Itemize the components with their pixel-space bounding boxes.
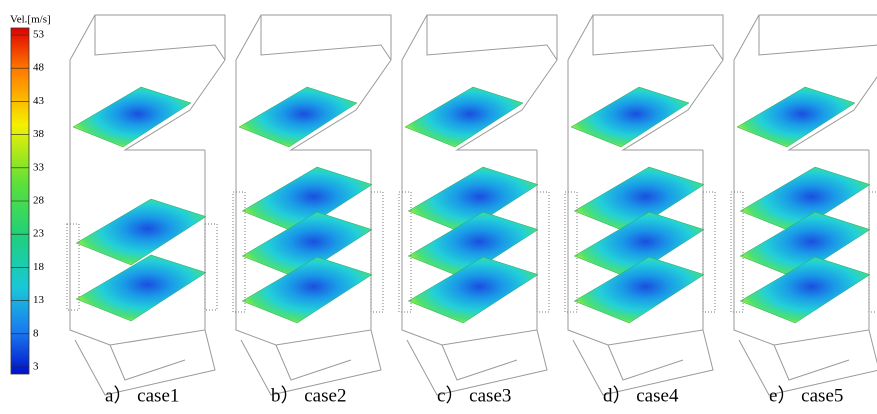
velocity-plane [242, 257, 372, 323]
caption: d） case4 [603, 384, 679, 406]
caption: c） case3 [437, 384, 511, 406]
wireframe [261, 15, 391, 60]
inlet-nozzles [399, 192, 411, 312]
wireframe [236, 15, 391, 60]
colorbar-tick-label: 18 [33, 261, 45, 273]
velocity-plane [740, 257, 870, 323]
inlet-nozzles [869, 192, 877, 312]
wireframe [276, 345, 351, 380]
panel: c） case3 [399, 15, 557, 406]
panel: b） case2 [233, 15, 391, 406]
caption: e） case5 [769, 384, 843, 406]
inlet-nozzles [703, 192, 715, 312]
inlet-nozzles [537, 192, 549, 312]
velocity-plane [76, 199, 206, 265]
figure: Vel.[m/s] 53 48 43 38 33 28 23 18 13 8 3 a） case1 b… [0, 0, 877, 409]
wireframe [734, 15, 877, 60]
wireframe [442, 345, 517, 380]
wireframe [402, 15, 557, 60]
panel: a） case1 [67, 15, 225, 406]
inlet-nozzles [731, 192, 743, 312]
wireframe [110, 345, 185, 380]
colorbar-tick-label: 23 [33, 228, 45, 240]
inlet-nozzles [565, 192, 577, 312]
wireframe [608, 345, 683, 380]
inlet-nozzles [233, 192, 245, 312]
colorbar-tick-label: 48 [33, 62, 45, 74]
velocity-plane [737, 87, 855, 147]
colorbar-tick-label: 38 [33, 128, 45, 140]
inlet-nozzles [67, 224, 79, 310]
colorbar-tick-label: 28 [33, 195, 45, 207]
caption: b） case2 [271, 384, 346, 406]
colorbar-tick-label: 3 [33, 361, 39, 373]
velocity-plane [574, 257, 704, 323]
colorbar-tick-label: 33 [33, 161, 45, 173]
wireframe [568, 15, 723, 60]
velocity-plane [408, 257, 538, 323]
colorbar-title: Vel.[m/s] [10, 14, 51, 26]
colorbar-tick-label: 8 [33, 327, 39, 339]
inlet-nozzles [205, 224, 217, 310]
inlet-nozzles [371, 192, 383, 312]
wireframe [95, 15, 225, 60]
panel: d） case4 [565, 15, 723, 406]
caption: a） case1 [105, 384, 179, 406]
wireframe [70, 15, 225, 60]
wireframe [759, 15, 877, 60]
colorbar-tick-label: 53 [33, 29, 45, 41]
colorbar-tick-label: 13 [33, 294, 45, 306]
colorbar-tick-label: 43 [33, 95, 45, 107]
panel: e） case5 [731, 15, 877, 406]
wireframe [427, 15, 557, 60]
velocity-plane [76, 255, 206, 321]
velocity-plane [571, 87, 689, 147]
velocity-plane [239, 87, 357, 147]
velocity-plane [73, 87, 191, 147]
velocity-plane [405, 87, 523, 147]
wireframe [774, 345, 849, 380]
wireframe [593, 15, 723, 60]
panels: a） case1 b） case2 c） case3 d） case4 e） case5 [67, 15, 877, 406]
